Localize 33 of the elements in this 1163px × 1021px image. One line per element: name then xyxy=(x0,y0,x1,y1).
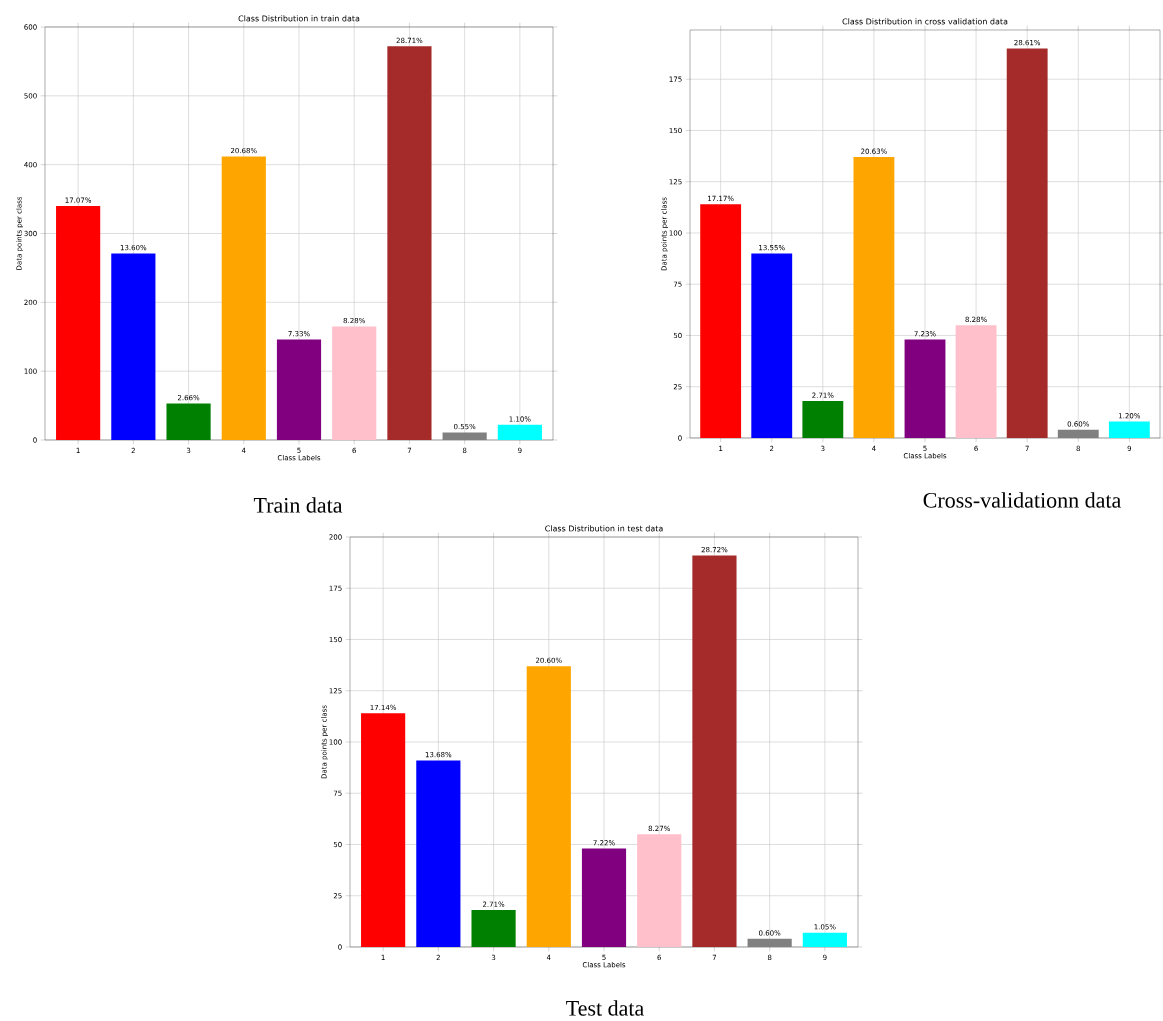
bar xyxy=(581,848,627,947)
bar xyxy=(332,326,377,440)
chart-title: Class Distribution in cross validation data xyxy=(842,18,1008,25)
bar xyxy=(637,834,682,947)
bar xyxy=(111,253,156,440)
bar xyxy=(361,713,406,947)
bar xyxy=(955,325,997,438)
bar xyxy=(497,424,542,440)
bar xyxy=(802,932,847,947)
bar xyxy=(56,205,101,440)
bar xyxy=(166,403,211,440)
bar xyxy=(751,253,793,438)
text: Cross-validationn data xyxy=(923,492,1122,508)
chart-title: Class Distribution in test data xyxy=(545,525,663,532)
bar xyxy=(747,938,792,947)
bar xyxy=(471,910,516,947)
bar xyxy=(853,157,895,438)
bar xyxy=(442,432,487,440)
bar xyxy=(700,204,742,438)
bar xyxy=(904,339,946,438)
chart-title: Class Distribution in train data xyxy=(238,15,360,22)
bar xyxy=(387,46,432,440)
text: Test data xyxy=(566,1000,644,1016)
bar xyxy=(692,555,737,947)
bar xyxy=(526,666,571,947)
bar xyxy=(276,339,322,440)
bar xyxy=(221,156,266,440)
text: Train data xyxy=(253,497,343,513)
bar xyxy=(1006,48,1048,438)
bar xyxy=(1057,429,1099,438)
bar xyxy=(416,760,461,947)
bar xyxy=(1108,421,1150,438)
bar xyxy=(802,401,844,438)
